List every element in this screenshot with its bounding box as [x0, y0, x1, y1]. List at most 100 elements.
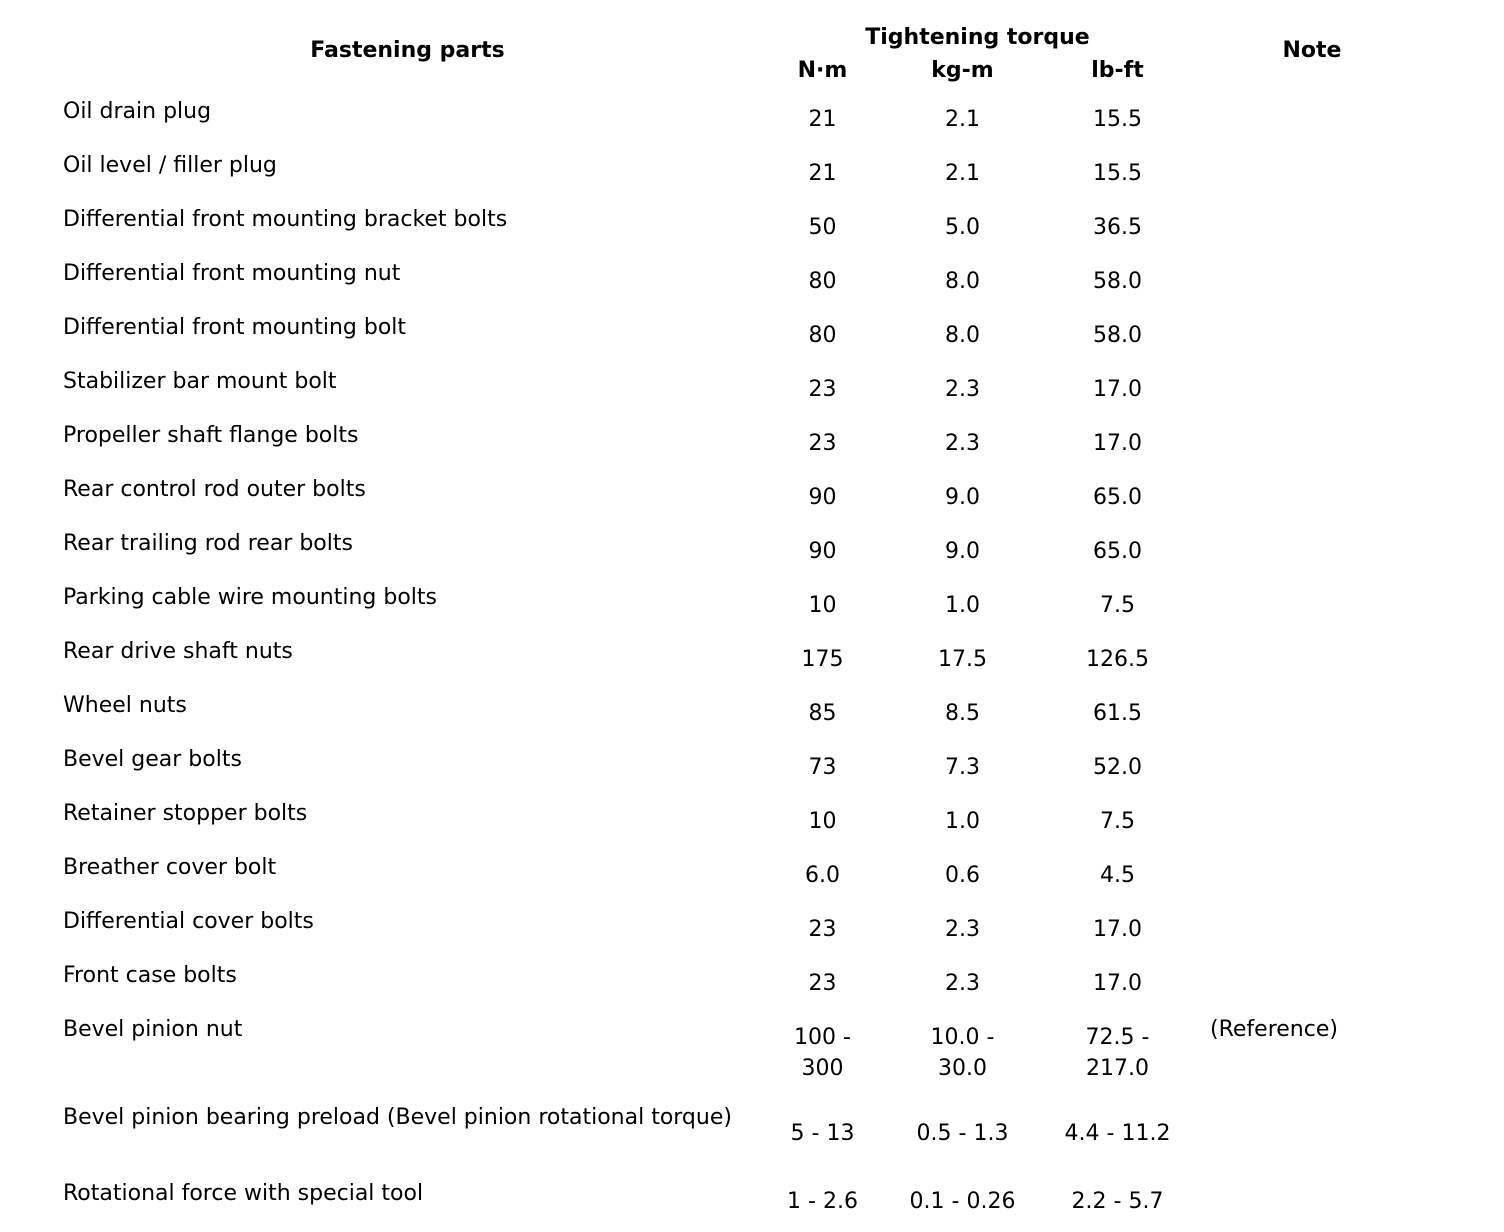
lbft-value-cell: 7.5 — [1100, 809, 1135, 834]
nm-value-cell: 1 - 2.6 — [787, 1189, 858, 1214]
lbft-value-cell: 4.5 — [1100, 863, 1135, 888]
header-row-units: N·m kg-m lb-ft — [60, 56, 1424, 96]
header-unit-kgm: kg-m — [931, 58, 994, 83]
part-name-cell: Rotational force with special tool — [63, 1181, 424, 1206]
header-fastening-parts: Fastening parts — [310, 37, 505, 63]
kgm-value-cell: 0.5 - 1.3 — [916, 1121, 1009, 1146]
lbft-value-cell: 17.0 — [1093, 917, 1142, 942]
note-cell — [1200, 258, 1424, 312]
part-name-cell: Differential front mounting nut — [63, 261, 401, 286]
note-cell: (Reference) — [1210, 1017, 1338, 1042]
part-name-cell: Front case bolts — [63, 963, 237, 988]
nm-value-cell: 100 - 300 — [794, 1025, 851, 1081]
table-row: Rotational force with special tool 1 - 2.… — [60, 1178, 1424, 1232]
lbft-value-cell: 126.5 — [1086, 647, 1149, 672]
nm-value-cell: 21 — [808, 161, 837, 186]
nm-value-cell: 90 — [808, 539, 837, 564]
note-cell — [1200, 1102, 1424, 1178]
part-name-cell: Differential front mounting bracket bolt… — [63, 207, 508, 232]
part-name-cell: Breather cover bolt — [63, 855, 277, 880]
kgm-value-cell: 2.3 — [945, 377, 980, 402]
note-cell — [1200, 798, 1424, 852]
lbft-value-cell: 17.0 — [1093, 971, 1142, 996]
kgm-value-cell: 8.0 — [945, 323, 980, 348]
table-body: Oil drain plug 21 2.1 15.5 Oil level / fille… — [60, 96, 1424, 1232]
part-name-cell: Stabilizer bar mount bolt — [63, 369, 337, 394]
header-tightening-torque: Tightening torque — [865, 24, 1090, 50]
table-row: Wheel nuts 85 8.5 61.5 — [60, 690, 1424, 744]
kgm-value-cell: 0.1 - 0.26 — [909, 1189, 1016, 1214]
kgm-value-cell: 8.5 — [945, 701, 980, 726]
lbft-value-cell: 7.5 — [1100, 593, 1135, 618]
note-cell — [1200, 906, 1424, 960]
lbft-value-cell: 15.5 — [1093, 107, 1142, 132]
nm-value-cell: 175 — [801, 647, 844, 672]
lbft-value-cell: 65.0 — [1093, 485, 1142, 510]
header-note: Note — [1282, 37, 1342, 63]
note-cell — [1200, 96, 1424, 150]
nm-value-cell: 23 — [808, 917, 837, 942]
nm-value-cell: 10 — [808, 593, 837, 618]
kgm-value-cell: 2.3 — [945, 431, 980, 456]
kgm-value-cell: 1.0 — [945, 593, 980, 618]
note-cell — [1200, 852, 1424, 906]
note-cell — [1200, 474, 1424, 528]
part-name-cell: Bevel gear bolts — [63, 747, 242, 772]
table-row: Rear trailing rod rear bolts 90 9.0 65.0 — [60, 528, 1424, 582]
part-name-cell: Wheel nuts — [63, 693, 187, 718]
header-unit-lbft: lb-ft — [1091, 58, 1144, 83]
lbft-value-cell: 17.0 — [1093, 431, 1142, 456]
kgm-value-cell: 2.1 — [945, 107, 980, 132]
part-name-cell: Bevel pinion nut — [63, 1017, 243, 1042]
lbft-value-cell: 65.0 — [1093, 539, 1142, 564]
kgm-value-cell: 10.0 - 30.0 — [930, 1025, 995, 1081]
table-row: Bevel pinion bearing preload (Bevel pini… — [60, 1102, 1424, 1178]
note-cell — [1200, 150, 1424, 204]
nm-value-cell: 23 — [808, 971, 837, 996]
kgm-value-cell: 1.0 — [945, 809, 980, 834]
lbft-value-cell: 61.5 — [1093, 701, 1142, 726]
kgm-value-cell: 8.0 — [945, 269, 980, 294]
part-name-cell: Differential front mounting bolt — [63, 315, 407, 340]
part-name-cell: Oil drain plug — [63, 99, 212, 124]
table-row: Front case bolts 23 2.3 17.0 — [60, 960, 1424, 1014]
nm-value-cell: 90 — [808, 485, 837, 510]
nm-value-cell: 23 — [808, 377, 837, 402]
part-name-cell: Propeller shaft flange bolts — [63, 423, 359, 448]
lbft-value-cell: 52.0 — [1093, 755, 1142, 780]
note-cell — [1200, 960, 1424, 1014]
nm-value-cell: 85 — [808, 701, 837, 726]
kgm-value-cell: 5.0 — [945, 215, 980, 240]
lbft-value-cell: 15.5 — [1093, 161, 1142, 186]
part-name-cell: Oil level / filler plug — [63, 153, 277, 178]
part-name-cell: Rear trailing rod rear bolts — [63, 531, 353, 556]
table-row: Rear control rod outer bolts 90 9.0 65.0 — [60, 474, 1424, 528]
torque-spec-table: Fastening parts Tightening torque Note N… — [60, 18, 1424, 1232]
part-name-cell: Rear control rod outer bolts — [63, 477, 366, 502]
note-cell — [1200, 204, 1424, 258]
table-row: Stabilizer bar mount bolt 23 2.3 17.0 — [60, 366, 1424, 420]
nm-value-cell: 21 — [808, 107, 837, 132]
nm-value-cell: 80 — [808, 323, 837, 348]
lbft-value-cell: 2.2 - 5.7 — [1071, 1189, 1164, 1214]
nm-value-cell: 23 — [808, 431, 837, 456]
part-name-cell: Rear drive shaft nuts — [63, 639, 293, 664]
lbft-value-cell: 36.5 — [1093, 215, 1142, 240]
note-cell — [1200, 366, 1424, 420]
note-cell — [1200, 582, 1424, 636]
note-cell — [1200, 312, 1424, 366]
lbft-value-cell: 17.0 — [1093, 377, 1142, 402]
note-cell — [1200, 636, 1424, 690]
table-row: Differential front mounting bracket bolt… — [60, 204, 1424, 258]
table-row: Propeller shaft flange bolts 23 2.3 17.0 — [60, 420, 1424, 474]
lbft-value-cell: 72.5 - 217.0 — [1085, 1025, 1150, 1081]
table-row: Bevel pinion nut 100 - 300 10.0 - 30.0 72.5… — [60, 1014, 1424, 1102]
table-row: Breather cover bolt 6.0 0.6 4.5 — [60, 852, 1424, 906]
table-header: Fastening parts Tightening torque Note N… — [60, 18, 1424, 96]
table-row: Parking cable wire mounting bolts 10 1.0 7.… — [60, 582, 1424, 636]
table-row: Oil drain plug 21 2.1 15.5 — [60, 96, 1424, 150]
kgm-value-cell: 2.1 — [945, 161, 980, 186]
kgm-value-cell: 9.0 — [945, 485, 980, 510]
table-row: Retainer stopper bolts 10 1.0 7.5 — [60, 798, 1424, 852]
table-row: Rear drive shaft nuts 175 17.5 126.5 — [60, 636, 1424, 690]
